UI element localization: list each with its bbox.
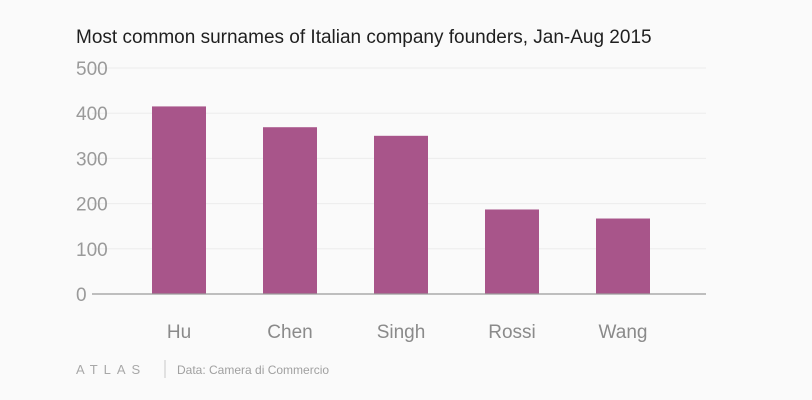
y-tick-label: 200 (76, 195, 108, 216)
chart-title: Most common surnames of Italian company … (76, 27, 652, 48)
x-tick-label: Rossi (488, 322, 536, 343)
y-tick-label: 100 (76, 240, 108, 261)
bar-chen (263, 127, 317, 294)
bar-hu (152, 106, 206, 294)
bar-rossi (485, 209, 539, 294)
x-tick-label: Chen (267, 322, 312, 343)
footer: ATLAS Data: Camera di Commercio (76, 360, 329, 378)
source-note: Data: Camera di Commercio (177, 363, 329, 377)
x-tick-label: Singh (377, 322, 426, 343)
y-tick-label: 0 (76, 285, 87, 306)
x-tick-label: Wang (599, 322, 648, 343)
bar-singh (374, 135, 428, 294)
x-axis-labels: Hu Chen Singh Rossi Wang (167, 322, 648, 343)
atlas-logo: ATLAS (76, 362, 146, 377)
x-tick-label: Hu (167, 322, 191, 343)
y-tick-label: 400 (76, 104, 108, 125)
bars (152, 106, 650, 294)
y-tick-label: 300 (76, 149, 108, 170)
y-axis-ticks: 0 100 200 300 400 500 (76, 59, 108, 306)
y-tick-label: 500 (76, 59, 108, 80)
bar-wang (596, 218, 650, 294)
